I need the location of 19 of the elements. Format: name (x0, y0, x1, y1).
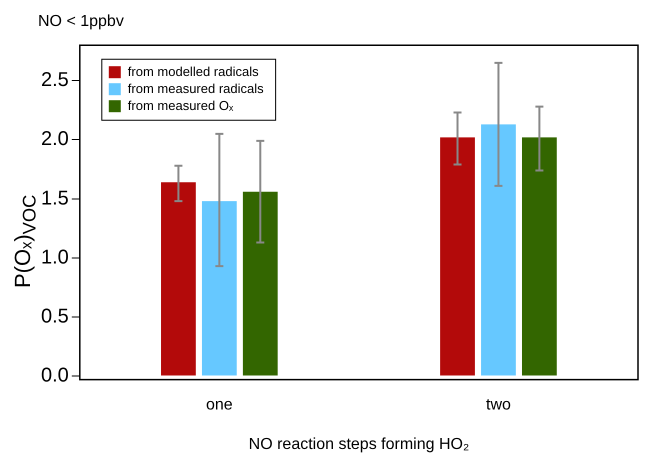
y-tick-label: 0.0 (40, 364, 69, 387)
y-tick-label: 1.5 (40, 187, 69, 210)
legend-label: from measured Oₓ (128, 98, 234, 113)
chart-title: NO < 1ppbv (38, 13, 124, 30)
x-axis-title: NO reaction steps forming HO₂ (248, 436, 470, 453)
x-tick-label: one (206, 396, 233, 414)
bar (242, 192, 278, 376)
bar (202, 201, 237, 376)
y-tick-label: 0.5 (40, 305, 69, 328)
bar (440, 137, 475, 376)
bar (481, 124, 516, 376)
y-tick-label: 2.5 (40, 69, 69, 92)
bar (161, 182, 196, 376)
legend-label: from modelled radicals (128, 64, 260, 79)
x-tick-label: two (486, 396, 511, 414)
legend-label: from measured radicals (128, 80, 264, 96)
y-tick-label: 1.0 (40, 246, 69, 268)
bar (522, 137, 557, 376)
y-tick-label: 2.0 (40, 128, 69, 150)
